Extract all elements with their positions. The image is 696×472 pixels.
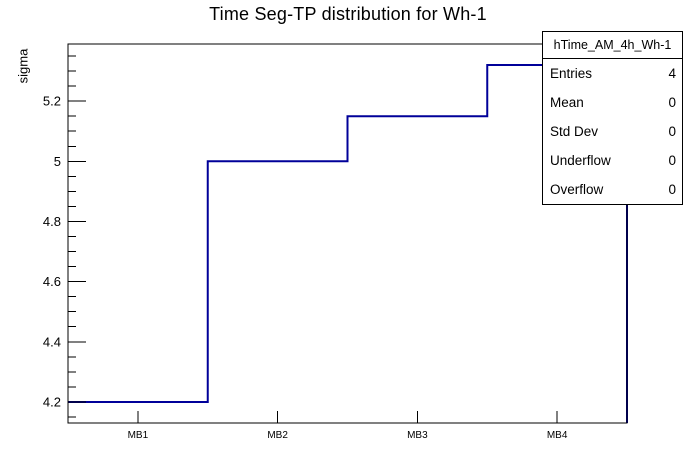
stats-row: Underflow 0 — [543, 146, 682, 175]
stats-row-label: Std Dev — [550, 124, 599, 139]
x-axis-category-label: MB2 — [267, 430, 288, 441]
stats-row-value: 0 — [668, 153, 676, 168]
stats-row-label: Underflow — [550, 153, 611, 168]
stats-box: hTime_AM_4h_Wh-1 Entries 4 Mean 0 Std Dev 0 Un… — [542, 31, 683, 205]
stats-row-label: Overflow — [550, 182, 604, 197]
y-tick-label: 4.4 — [43, 334, 61, 349]
stats-box-title: hTime_AM_4h_Wh-1 — [543, 32, 682, 59]
stats-row-value: 4 — [668, 66, 676, 81]
y-tick-label: 5.2 — [43, 94, 61, 109]
x-axis-category-label: MB4 — [547, 430, 568, 441]
y-tick-label: 4.6 — [43, 274, 61, 289]
stats-row: Mean 0 — [543, 88, 682, 117]
stats-row-label: Mean — [550, 95, 584, 110]
stats-row: Overflow 0 — [543, 175, 682, 204]
stats-rows: Entries 4 Mean 0 Std Dev 0 Underflow 0 Overflow 0 — [543, 59, 682, 204]
y-tick-label: 4.2 — [43, 394, 61, 409]
stats-row-label: Entries — [550, 66, 593, 81]
stats-row: Entries 4 — [543, 59, 682, 88]
stats-row-value: 0 — [668, 95, 676, 110]
x-axis-category-label: MB3 — [407, 430, 428, 441]
chart-title: Time Seg-TP distribution for Wh-1 — [209, 4, 487, 24]
stats-row-value: 0 — [668, 182, 676, 197]
y-tick-label: 5 — [54, 154, 61, 169]
y-tick-label: 4.8 — [43, 214, 61, 229]
stats-row: Std Dev 0 — [543, 117, 682, 146]
x-axis-category-label: MB1 — [128, 430, 149, 441]
plot-frame — [67, 43, 628, 424]
stats-row-value: 0 — [668, 124, 676, 139]
